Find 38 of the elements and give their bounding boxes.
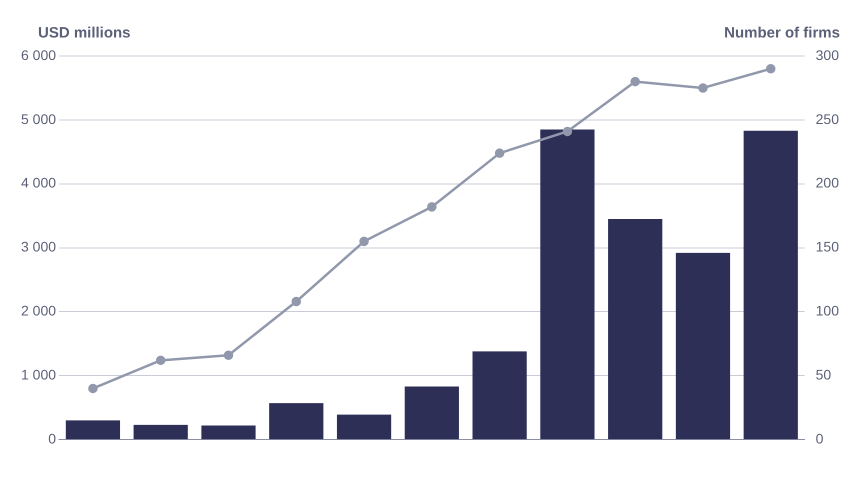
point: [494, 148, 504, 158]
bar: [201, 426, 256, 440]
y2-tick-label: 50: [816, 366, 832, 383]
bar: [269, 403, 324, 440]
y-axis-title: USD millions: [38, 24, 131, 42]
point: [156, 356, 166, 366]
y2-tick-label: 300: [816, 46, 840, 63]
point: [562, 126, 572, 136]
y2-tick-label: 150: [816, 238, 840, 255]
y-tick-label: 1 000: [20, 366, 56, 383]
y-tick-label: 6 000: [20, 46, 56, 63]
bar: [744, 130, 798, 440]
y2-tick-label: 200: [816, 174, 840, 191]
bar: [66, 420, 120, 440]
point: [698, 83, 708, 93]
point: [427, 202, 437, 212]
y2-tick-label: 100: [816, 302, 840, 319]
point: [359, 236, 369, 246]
bar: [472, 351, 527, 440]
bar: [608, 219, 662, 440]
y2-axis-title: Number of firms: [724, 24, 840, 42]
point: [630, 76, 640, 86]
bar: [676, 252, 730, 440]
bar: [336, 414, 392, 440]
point: [292, 296, 302, 306]
bar: [404, 386, 459, 440]
point: [224, 350, 234, 360]
point: [766, 64, 776, 74]
y2-tick-label: 250: [816, 110, 840, 127]
bar: [134, 424, 188, 440]
y-tick-label: 0: [48, 430, 56, 446]
bar: [540, 130, 595, 440]
y-tick-label: 3 000: [20, 238, 56, 255]
y-tick-label: 4 000: [20, 174, 56, 191]
y-tick-label: 2 000: [20, 302, 56, 319]
y2-tick-label: 0: [816, 430, 824, 446]
point: [88, 384, 98, 394]
y-tick-label: 5 000: [20, 110, 56, 127]
